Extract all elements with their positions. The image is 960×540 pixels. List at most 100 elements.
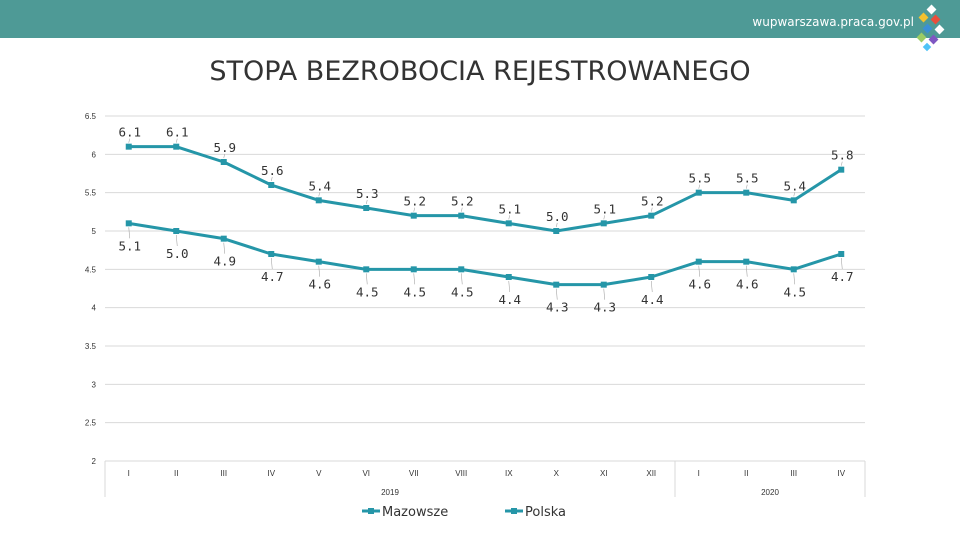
logo-icon bbox=[916, 4, 945, 52]
data-label: 6.1 bbox=[118, 125, 141, 140]
label-leader-line bbox=[745, 265, 748, 277]
header-bar: wupwarszawa.praca.gov.pl bbox=[0, 0, 960, 52]
data-point bbox=[125, 143, 132, 150]
label-leader-line bbox=[413, 207, 416, 212]
label-leader-line bbox=[793, 192, 796, 197]
x-tick-label: V bbox=[316, 469, 322, 478]
label-leader-line bbox=[650, 207, 653, 212]
label-leader-line bbox=[698, 184, 701, 189]
x-tick-label: I bbox=[128, 469, 130, 478]
x-tick-label: XI bbox=[600, 469, 608, 478]
data-label: 5.9 bbox=[213, 140, 236, 155]
series-lines bbox=[125, 143, 845, 288]
data-point bbox=[600, 281, 607, 288]
data-label: 5.4 bbox=[783, 178, 806, 193]
data-label: 5.8 bbox=[831, 148, 854, 163]
x-tick-label: II bbox=[174, 469, 178, 478]
label-leader-line bbox=[508, 215, 511, 220]
data-point bbox=[363, 205, 370, 211]
x-tick-label: IV bbox=[837, 469, 845, 478]
x-tick-label: III bbox=[220, 469, 227, 478]
label-leader-line bbox=[223, 242, 226, 254]
data-label: 4.6 bbox=[736, 277, 759, 292]
x-group-label: 2020 bbox=[761, 488, 779, 497]
data-label: 5.4 bbox=[308, 178, 331, 193]
data-label: 4.7 bbox=[831, 269, 854, 284]
data-label: 4.4 bbox=[498, 292, 521, 307]
data-point bbox=[648, 274, 655, 280]
data-label: 4.3 bbox=[546, 300, 569, 315]
label-leader-line bbox=[318, 265, 321, 277]
label-leader-line bbox=[460, 273, 463, 285]
chart-title: STOPA BEZROBOCIA REJESTROWANEGO bbox=[209, 56, 751, 87]
data-point bbox=[838, 251, 845, 257]
site-url-link[interactable]: wupwarszawa.praca.gov.pl bbox=[752, 15, 914, 29]
legend-marker bbox=[368, 508, 374, 514]
y-tick-label: 2 bbox=[92, 457, 97, 466]
data-point bbox=[553, 228, 560, 234]
legend: Mazowsze Polska bbox=[362, 505, 566, 520]
label-leader-line bbox=[603, 215, 606, 220]
data-label: 5.5 bbox=[736, 171, 759, 186]
label-leader-line bbox=[460, 207, 463, 212]
data-point bbox=[458, 212, 465, 219]
data-point bbox=[648, 212, 655, 219]
label-leader-line bbox=[650, 280, 653, 293]
data-point bbox=[790, 197, 797, 204]
data-point bbox=[790, 266, 797, 273]
data-label: 4.3 bbox=[593, 300, 616, 315]
label-leader-line bbox=[840, 257, 843, 270]
axes: 22.533.544.555.566.5I II III IV V VI VII VIII IX… bbox=[85, 112, 866, 497]
label-leader-line bbox=[175, 234, 178, 247]
data-label: 5.0 bbox=[546, 209, 569, 224]
label-leader-line bbox=[555, 222, 558, 228]
series-line-polska bbox=[128, 145, 843, 233]
data-label: 4.5 bbox=[403, 284, 426, 299]
data-label: 4.5 bbox=[783, 284, 806, 299]
data-point bbox=[220, 235, 227, 242]
label-leader-line bbox=[318, 192, 321, 197]
data-label: 5.1 bbox=[593, 201, 616, 216]
legend-label: Mazowsze bbox=[382, 505, 448, 520]
data-point bbox=[695, 189, 702, 196]
x-tick-label: VIII bbox=[455, 469, 467, 478]
series-line-mazowsze bbox=[128, 221, 842, 287]
label-leader-line bbox=[365, 199, 368, 205]
data-label: 4.7 bbox=[261, 269, 284, 284]
x-tick-label: III bbox=[790, 469, 797, 478]
y-tick-label: 6 bbox=[92, 150, 97, 159]
legend-marker bbox=[511, 508, 517, 514]
data-point bbox=[363, 266, 370, 273]
data-point bbox=[505, 274, 512, 280]
data-label: 5.0 bbox=[166, 246, 189, 261]
data-point bbox=[695, 258, 702, 265]
label-leader-line bbox=[223, 153, 226, 159]
data-point bbox=[838, 166, 845, 173]
data-label: 4.4 bbox=[641, 292, 664, 307]
data-point bbox=[410, 266, 417, 273]
label-leader-line bbox=[128, 138, 131, 143]
data-point bbox=[743, 189, 750, 196]
label-leader-line bbox=[270, 257, 273, 270]
data-label: 4.6 bbox=[308, 277, 331, 292]
data-point bbox=[315, 197, 322, 204]
x-group-label: 2019 bbox=[381, 488, 399, 497]
label-leader-line bbox=[270, 176, 273, 182]
x-tick-label: VI bbox=[362, 469, 370, 478]
data-point bbox=[125, 220, 132, 227]
label-leader-line bbox=[793, 273, 796, 285]
data-labels: 5.1 5.0 4.9 4.7 4.6 4.5 4.5 4.5 4.4 4.3 4.3 4.4 4.6 4… bbox=[118, 125, 853, 315]
y-tick-label: 6.5 bbox=[85, 112, 97, 121]
label-leader-line bbox=[508, 280, 511, 293]
y-tick-label: 5 bbox=[92, 227, 97, 236]
label-leader-line bbox=[745, 184, 748, 189]
data-label: 5.5 bbox=[688, 171, 711, 186]
y-tick-label: 2.5 bbox=[85, 419, 97, 428]
x-tick-label: XII bbox=[646, 469, 656, 478]
data-point bbox=[743, 258, 750, 265]
data-point bbox=[268, 251, 275, 257]
data-label: 4.5 bbox=[451, 284, 474, 299]
label-leader-line bbox=[840, 161, 843, 166]
y-tick-label: 5.5 bbox=[85, 189, 97, 198]
